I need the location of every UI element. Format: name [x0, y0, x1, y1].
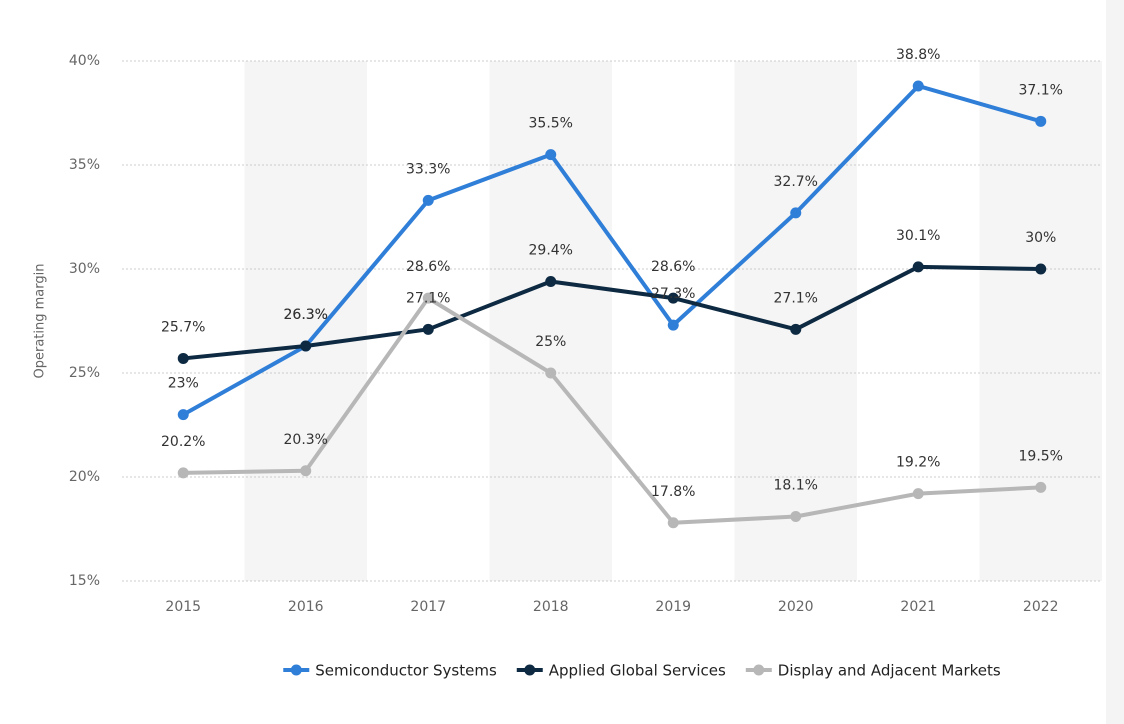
y-tick-label: 20%	[69, 469, 100, 485]
point	[177, 467, 189, 479]
point	[790, 511, 802, 523]
point	[300, 465, 312, 477]
data-label: 29.4%	[529, 242, 573, 258]
bands	[244, 61, 1102, 581]
data-label: 33.3%	[406, 161, 450, 177]
point	[422, 323, 434, 335]
data-label: 27.1%	[406, 290, 450, 306]
data-label: 27.1%	[774, 290, 818, 306]
point	[422, 292, 434, 304]
point	[177, 409, 189, 421]
data-label: 35.5%	[529, 116, 573, 132]
point	[912, 261, 924, 273]
data-label: 19.5%	[1019, 448, 1063, 464]
point	[667, 319, 679, 331]
point	[422, 194, 434, 206]
legend-label: Semiconductor Systems	[315, 662, 497, 680]
x-tick-label: 2015	[165, 599, 201, 615]
legend-item: Display and Adjacent Markets	[745, 662, 1001, 680]
band	[734, 61, 857, 581]
band	[979, 61, 1102, 581]
point	[177, 352, 189, 364]
series-line	[183, 296, 1041, 525]
point	[912, 488, 924, 500]
x-tick-label: 2018	[533, 599, 569, 615]
series-line	[183, 264, 1041, 361]
data-label: 28.6%	[406, 259, 450, 275]
data-label: 27.3%	[651, 286, 695, 302]
y-tick-label: 15%	[69, 573, 100, 589]
data-label: 38.8%	[896, 47, 940, 63]
data-label: 26.3%	[284, 307, 328, 323]
y-tick-label: 35%	[69, 157, 100, 173]
y-tick-label: 40%	[69, 53, 100, 69]
data-label: 37.1%	[1019, 82, 1063, 98]
data-label: 32.7%	[774, 174, 818, 190]
point	[545, 275, 557, 287]
data-label: 26.3%	[284, 307, 328, 323]
point	[545, 149, 557, 161]
data-label: 19.2%	[896, 455, 940, 471]
point	[1035, 263, 1047, 275]
data-label: 20.2%	[161, 434, 205, 450]
point	[667, 517, 679, 529]
data-label: 23%	[168, 376, 199, 392]
point	[667, 292, 679, 304]
data-label: 30.1%	[896, 228, 940, 244]
y-axis-label: Operating margin	[33, 264, 48, 379]
y-tick-label: 25%	[69, 365, 100, 381]
x-tick-label: 2016	[288, 599, 324, 615]
x-tick-label: 2022	[1023, 599, 1059, 615]
y-tick-label: 30%	[69, 261, 100, 277]
legend-marker	[753, 664, 765, 676]
point	[545, 367, 557, 379]
point	[1035, 115, 1047, 127]
data-label: 30%	[1025, 230, 1056, 246]
data-label: 28.6%	[651, 259, 695, 275]
x-tick-label: 2020	[778, 599, 814, 615]
data-label: 20.3%	[284, 432, 328, 448]
legend-marker	[524, 664, 536, 676]
point	[790, 207, 802, 219]
point	[912, 80, 924, 92]
band	[489, 61, 612, 581]
legend-item: Semiconductor Systems	[283, 662, 497, 680]
band	[244, 61, 367, 581]
legend-label: Display and Adjacent Markets	[778, 662, 1001, 680]
side-strip	[1106, 0, 1124, 724]
x-tick-label: 2019	[655, 599, 691, 615]
point	[300, 340, 312, 352]
point	[1035, 481, 1047, 493]
legend-label: Applied Global Services	[549, 662, 726, 680]
series-line	[182, 83, 1042, 417]
x-tick-label: 2021	[900, 599, 936, 615]
data-label: 17.8%	[651, 484, 695, 500]
data-label: 25%	[535, 334, 566, 350]
data-label: 25.7%	[161, 319, 205, 335]
legend-item: Applied Global Services	[516, 662, 726, 680]
legend-marker	[290, 664, 302, 676]
data-label: 18.1%	[774, 478, 818, 494]
x-tick-label: 2017	[410, 599, 446, 615]
point	[790, 323, 802, 335]
